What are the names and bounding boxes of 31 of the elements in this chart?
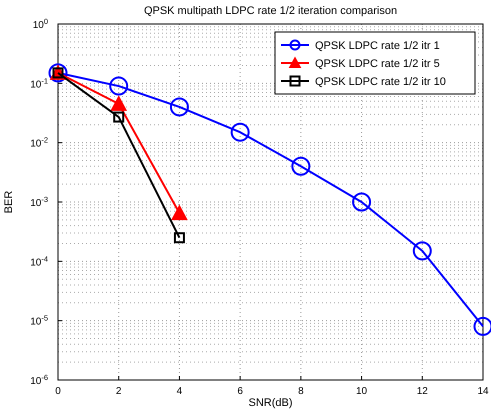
x-tick-label: 14 <box>477 386 489 397</box>
point <box>113 112 124 123</box>
point <box>291 156 310 176</box>
x-tick-label: 2 <box>116 386 122 397</box>
y-tick-label: 10$^{-5}$ <box>30 313 48 328</box>
point <box>352 192 372 212</box>
y-tick-label: 10$^{-3}$ <box>30 194 48 209</box>
point <box>171 205 188 220</box>
x-tick-label: 0 <box>55 386 62 397</box>
point <box>110 96 127 111</box>
point <box>412 241 432 260</box>
y-tick-label: 10$^{-6}$ <box>30 372 48 387</box>
y-tick-label: 10$^{0}$ <box>32 16 48 31</box>
point <box>174 232 185 244</box>
x-tick-label: 12 <box>416 386 428 397</box>
point <box>230 122 250 142</box>
x-axis-title: SNR(dB) <box>248 397 293 409</box>
x-tick-label: 4 <box>176 386 183 397</box>
y-axis-title: BER <box>3 190 15 214</box>
point <box>170 97 189 116</box>
legend-label: QPSK LDPC rate 1/2 itr 5 <box>315 58 440 70</box>
y-tick-label: 10$^{-1}$ <box>30 76 48 90</box>
chart-title: QPSK multipath LDPC rate 1/2 iteration comparison <box>144 5 398 17</box>
point <box>109 76 128 96</box>
legend-label: QPSK LDPC rate 1/2 itr 1 <box>315 40 440 52</box>
y-tick-label: 10$^{-2}$ <box>30 135 48 150</box>
x-tick-label: 10 <box>356 386 368 397</box>
x-tick-label: 6 <box>237 386 244 397</box>
x-tick-label: 8 <box>298 386 304 397</box>
legend-label: QPSK LDPC rate 1/2 itr 10 <box>315 76 446 88</box>
y-tick-label: 10$^{-4}$ <box>30 254 48 268</box>
